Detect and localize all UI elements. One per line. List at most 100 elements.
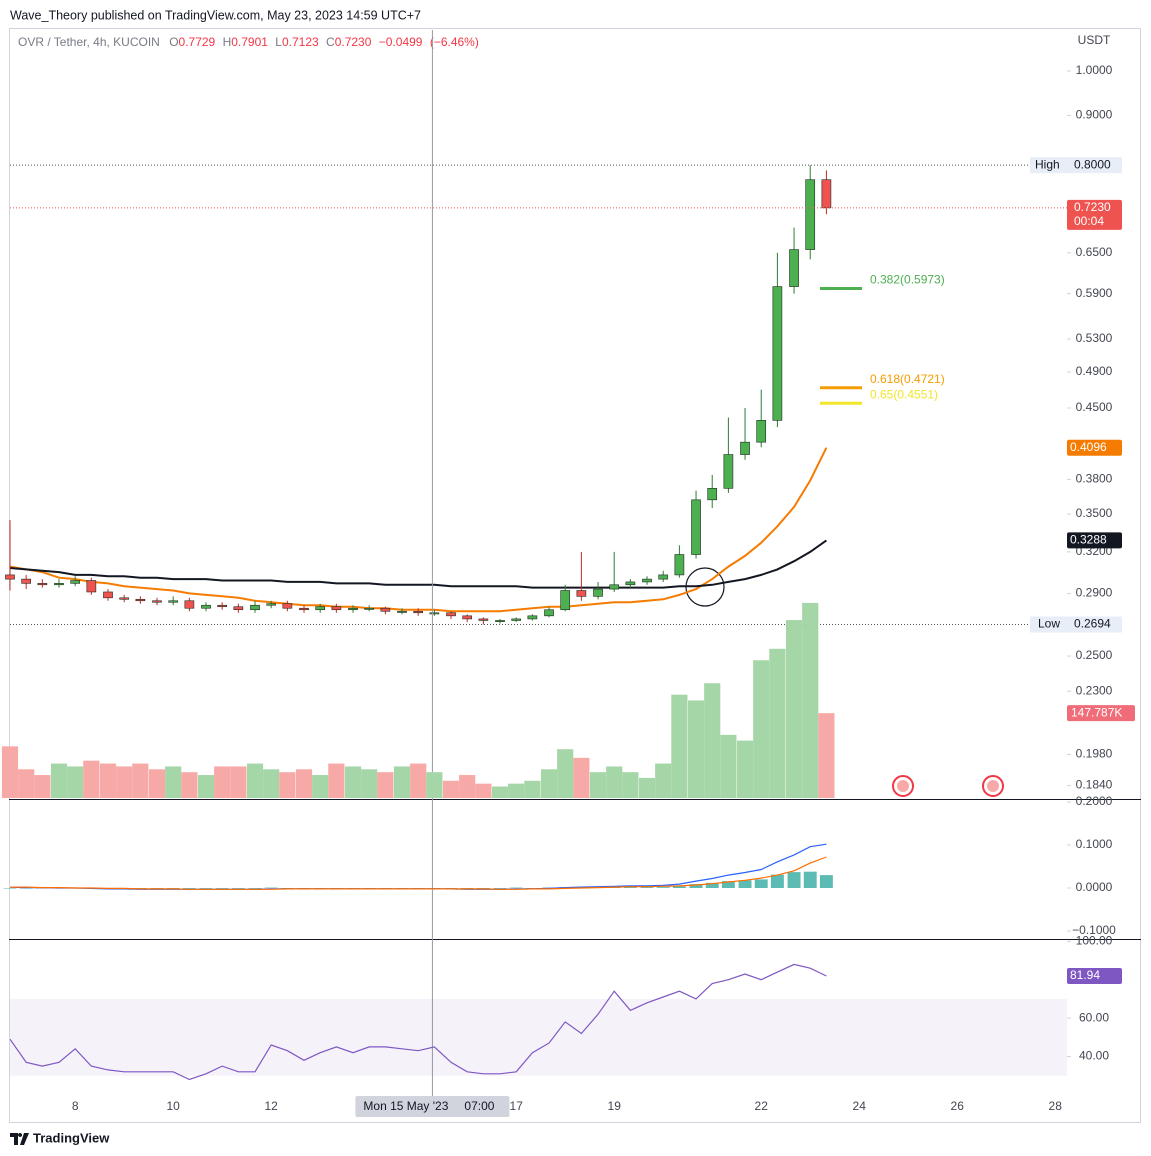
high-badge bbox=[1067, 157, 1122, 174]
candle-body bbox=[805, 179, 816, 250]
volume-bar bbox=[508, 783, 525, 798]
histogram-bar bbox=[3, 888, 17, 889]
volume-bar bbox=[18, 769, 35, 798]
histogram-bar bbox=[460, 888, 474, 889]
volume-bar bbox=[622, 772, 639, 798]
histogram-bar bbox=[166, 888, 180, 889]
histogram-bar bbox=[395, 888, 409, 889]
volume-bar bbox=[818, 713, 835, 798]
candle-body bbox=[233, 606, 244, 611]
candle-body bbox=[103, 591, 113, 599]
histogram-bar bbox=[819, 875, 833, 889]
crosshair-time: 07:00 bbox=[464, 1099, 494, 1113]
candle-body bbox=[413, 610, 424, 614]
y-tick-label: 0.0000 bbox=[1076, 880, 1113, 894]
volume-bar bbox=[687, 700, 705, 798]
high-tag-label: High bbox=[1035, 157, 1060, 171]
x-tick-label: 10 bbox=[167, 1099, 181, 1113]
y-tick-label: 0.3800 bbox=[1076, 472, 1113, 486]
x-tick-label: 22 bbox=[755, 1099, 769, 1113]
volume-bar bbox=[377, 772, 394, 798]
volume-bar bbox=[83, 760, 100, 798]
candle-body bbox=[217, 604, 228, 608]
histogram-bar bbox=[787, 872, 801, 889]
change: −0.0499 bbox=[379, 35, 423, 49]
price-badge-label: 0.4096 bbox=[1070, 440, 1107, 454]
volume-bar bbox=[736, 740, 754, 798]
histogram-bar bbox=[509, 887, 523, 889]
x-tick-label: 12 bbox=[265, 1099, 279, 1113]
y-tick-label: 0.1000 bbox=[1076, 837, 1113, 851]
histogram-bar bbox=[476, 888, 490, 889]
brand: TradingView bbox=[33, 1130, 110, 1145]
volume-bar bbox=[295, 769, 313, 798]
histogram-bar bbox=[656, 887, 670, 889]
candle-body bbox=[789, 249, 799, 287]
candle-body bbox=[478, 618, 489, 621]
histogram-bar bbox=[362, 888, 376, 889]
candle-body bbox=[331, 606, 342, 611]
chart-frame bbox=[9, 28, 1141, 1123]
price-badge bbox=[1067, 532, 1122, 549]
candle-body bbox=[772, 286, 783, 421]
candle-body bbox=[135, 598, 146, 602]
volume-bar bbox=[410, 763, 427, 798]
candle-body bbox=[315, 606, 326, 611]
indicator-line bbox=[9, 963, 827, 1081]
histogram-bar bbox=[313, 888, 327, 889]
candle-body bbox=[282, 603, 293, 609]
ohlc-key: L bbox=[275, 35, 282, 49]
ohlc-key: H bbox=[223, 35, 232, 49]
volume-bar bbox=[785, 620, 803, 798]
histogram-bar bbox=[689, 884, 703, 889]
candle-body bbox=[560, 590, 571, 611]
volume-bar bbox=[361, 769, 378, 798]
publisher: Wave_Theory published on TradingView.com… bbox=[10, 8, 421, 22]
volume-bar bbox=[116, 766, 133, 798]
candle-body bbox=[642, 578, 652, 583]
histogram-bar bbox=[721, 881, 735, 889]
ohlc-value: 0.7901 bbox=[231, 35, 268, 49]
candle-body bbox=[576, 590, 587, 597]
y-tick-label: 0.4500 bbox=[1076, 400, 1113, 414]
histogram-bar bbox=[672, 886, 686, 889]
high-tag bbox=[1030, 157, 1067, 174]
price-badge bbox=[1067, 439, 1122, 456]
histogram-bar bbox=[329, 888, 343, 889]
volume-bar bbox=[475, 783, 492, 798]
volume-bar bbox=[99, 763, 117, 798]
volume-bar bbox=[753, 660, 770, 798]
y-tick-label: 0.2500 bbox=[1076, 648, 1113, 662]
y-tick-label: 0.9000 bbox=[1076, 108, 1113, 122]
candle-body bbox=[446, 612, 456, 617]
histogram-bar bbox=[280, 888, 294, 889]
legend: OVR / Tether, 4h, KUCOIN O0.7729 H0.7901… bbox=[18, 35, 479, 49]
volume-bar bbox=[312, 775, 329, 798]
histogram-bar bbox=[264, 887, 278, 889]
candle-body bbox=[37, 583, 48, 586]
y-tick-label: 0.2000 bbox=[1076, 794, 1113, 808]
histogram-bar bbox=[248, 888, 262, 889]
volume-bar bbox=[165, 766, 182, 798]
histogram-bar bbox=[182, 888, 196, 889]
y-tick-label: 0.5300 bbox=[1076, 331, 1113, 345]
volume-bar bbox=[181, 772, 198, 798]
y-tick-label: −0.1000 bbox=[1072, 923, 1116, 937]
candle-body bbox=[397, 610, 407, 613]
histogram-bar bbox=[640, 887, 654, 889]
histogram-bar bbox=[754, 879, 768, 889]
price-badge bbox=[1067, 968, 1122, 985]
histogram-bar bbox=[525, 888, 539, 889]
candle-body bbox=[86, 580, 97, 593]
x-tick-label: 17 bbox=[510, 1099, 524, 1113]
price-badge-label: 81.94 bbox=[1070, 968, 1100, 982]
crosshair-date: Mon 15 May '23 bbox=[363, 1099, 448, 1113]
volume-bar bbox=[148, 769, 166, 798]
candle-body bbox=[495, 620, 505, 622]
y-tick-label: 0.1840 bbox=[1076, 778, 1113, 792]
volume-bar bbox=[230, 766, 247, 798]
volume-bar bbox=[393, 766, 411, 798]
candle-body bbox=[299, 607, 309, 611]
candle-body bbox=[70, 580, 81, 584]
